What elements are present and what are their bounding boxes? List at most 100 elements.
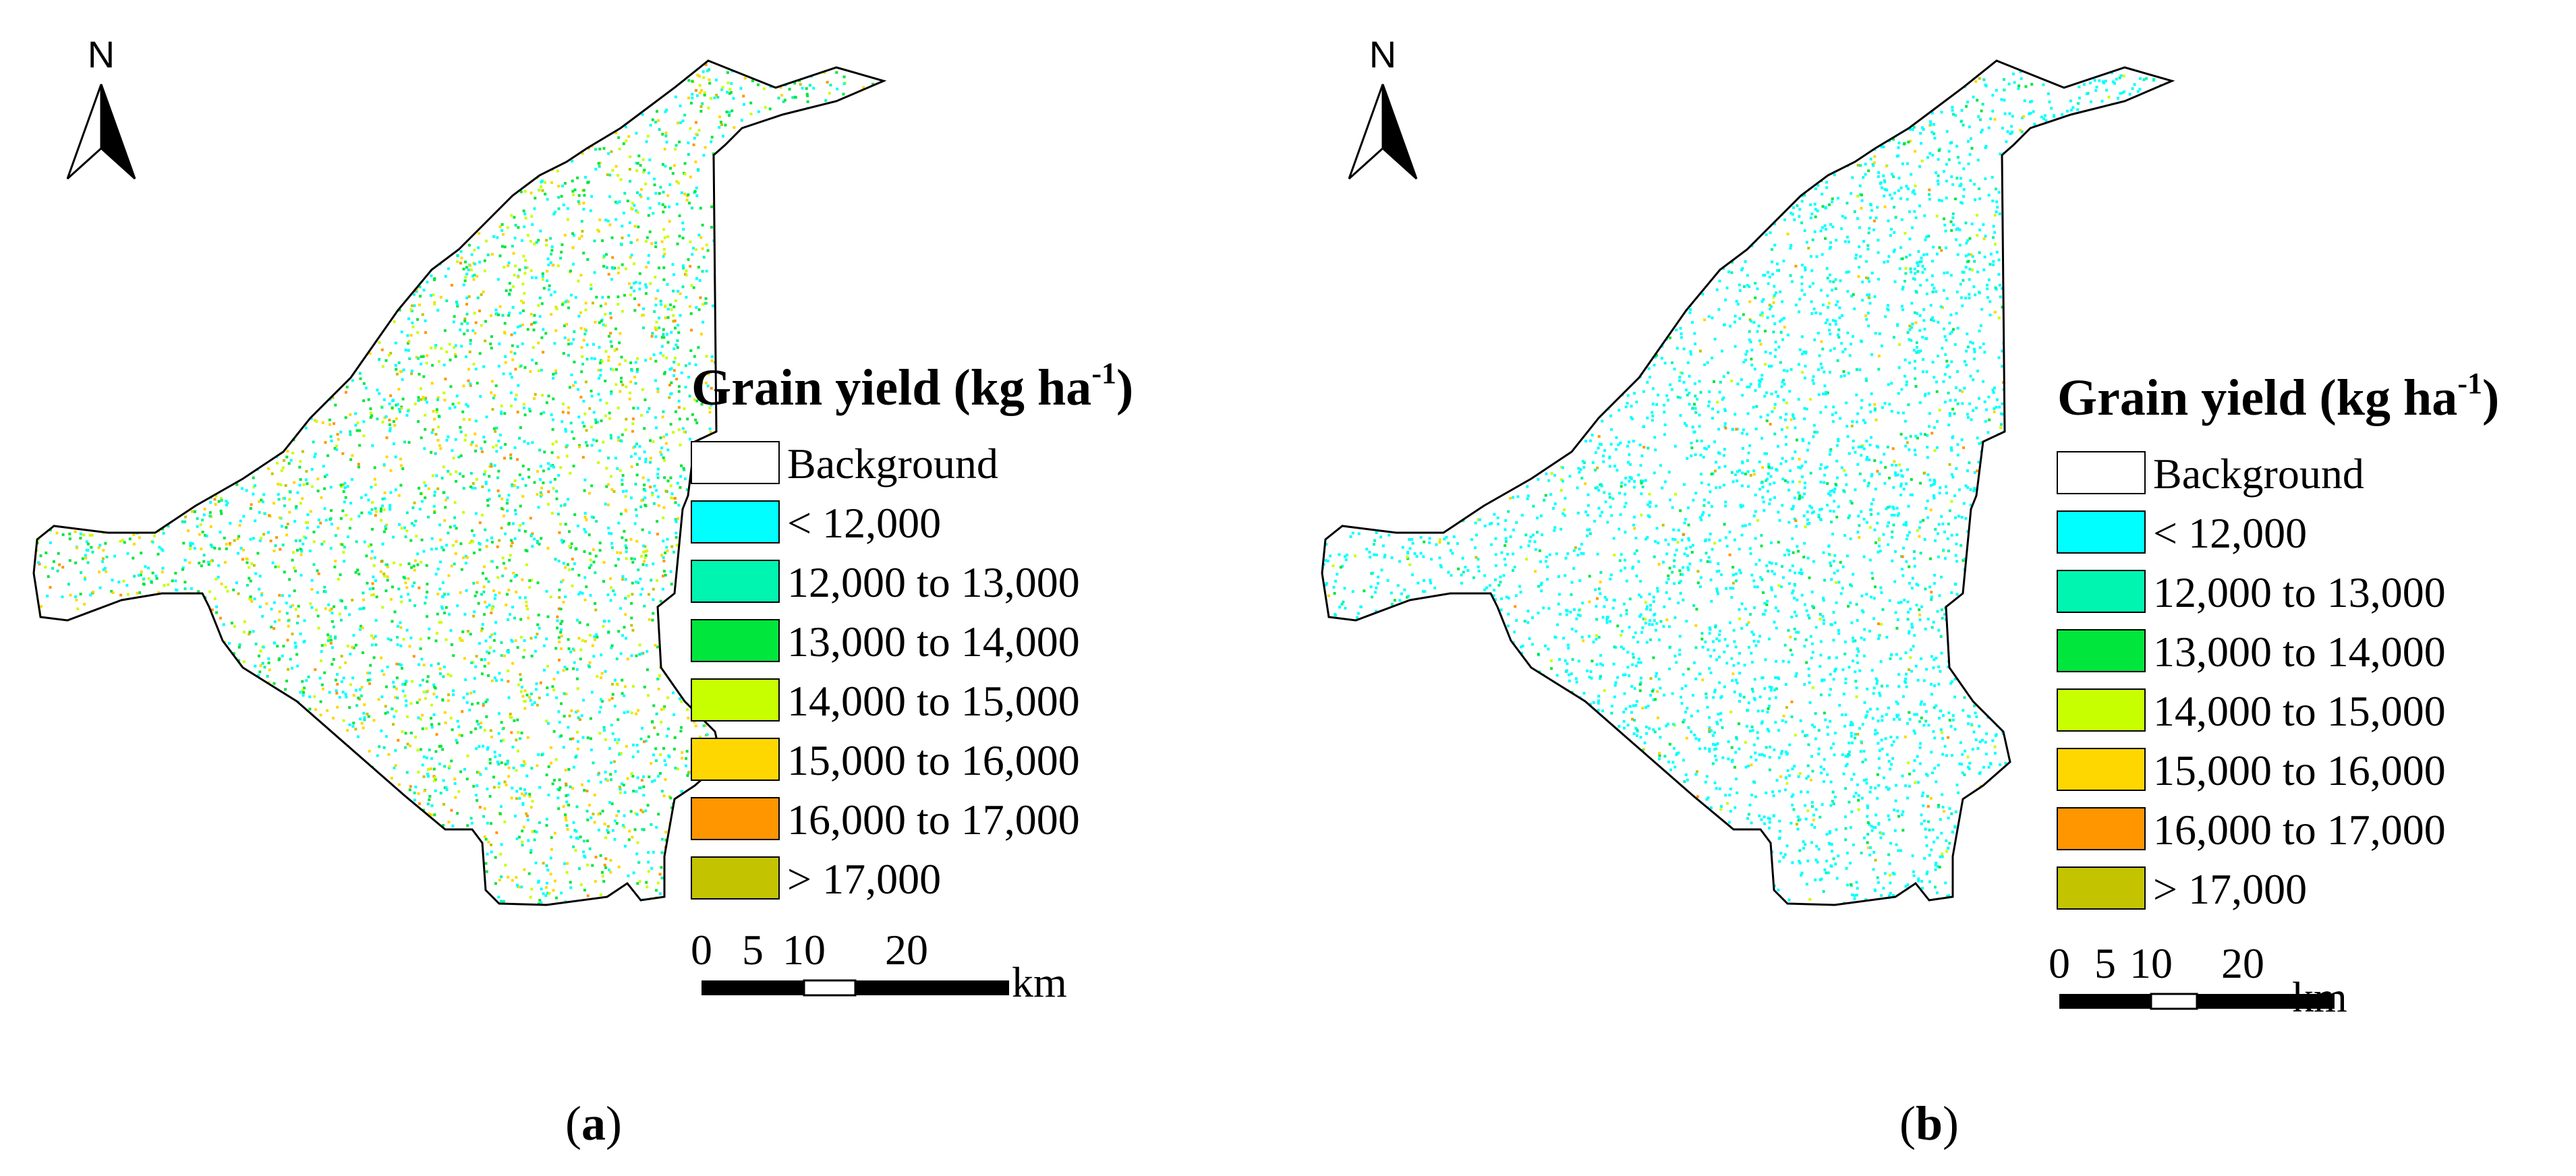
yield-pixel [220, 497, 223, 500]
yield-pixel [857, 196, 860, 199]
yield-pixel [539, 465, 542, 468]
yield-pixel [313, 455, 316, 459]
yield-pixel [185, 405, 188, 409]
yield-pixel [392, 680, 395, 684]
yield-pixel [223, 100, 226, 104]
yield-pixel [766, 789, 770, 792]
yield-pixel [125, 138, 128, 142]
yield-pixel [809, 324, 813, 328]
yield-pixel [70, 780, 74, 784]
yield-pixel [442, 802, 445, 806]
yield-pixel [822, 197, 826, 200]
yield-pixel [49, 541, 52, 544]
yield-pixel [743, 672, 747, 675]
yield-pixel [542, 67, 545, 70]
yield-pixel [242, 326, 246, 329]
yield-pixel [243, 630, 246, 634]
yield-pixel [805, 61, 809, 64]
yield-pixel [540, 185, 543, 188]
yield-pixel [88, 533, 92, 537]
yield-pixel [261, 386, 264, 389]
yield-pixel [117, 722, 121, 725]
yield-pixel [474, 487, 477, 490]
yield-pixel [363, 540, 366, 543]
yield-pixel [228, 541, 231, 545]
yield-pixel [245, 269, 248, 272]
yield-pixel [365, 177, 368, 181]
yield-pixel [412, 844, 416, 847]
yield-pixel [181, 152, 184, 156]
yield-pixel [339, 834, 343, 837]
yield-pixel [202, 460, 206, 463]
yield-pixel [641, 587, 644, 591]
yield-pixel [730, 496, 733, 499]
yield-pixel [861, 120, 864, 123]
yield-pixel [471, 152, 474, 155]
yield-pixel [142, 307, 145, 310]
yield-pixel [247, 198, 250, 201]
yield-pixel [83, 679, 86, 682]
yield-pixel [350, 852, 353, 855]
yield-pixel [223, 748, 226, 752]
yield-pixel [590, 444, 594, 447]
yield-pixel [467, 243, 471, 247]
yield-pixel [260, 755, 264, 758]
yield-pixel [635, 370, 639, 374]
yield-pixel [285, 679, 289, 682]
yield-pixel [237, 322, 241, 325]
yield-pixel [351, 320, 354, 324]
yield-pixel [397, 783, 401, 786]
yield-pixel [256, 910, 259, 912]
yield-pixel [530, 323, 533, 326]
yield-pixel [314, 140, 317, 143]
yield-pixel [547, 156, 550, 160]
yield-pixel [486, 254, 490, 257]
yield-pixel [718, 662, 722, 666]
yield-pixel [426, 615, 428, 618]
yield-pixel [329, 635, 333, 639]
yield-pixel [384, 244, 387, 247]
yield-pixel [372, 656, 376, 659]
yield-pixel [274, 332, 277, 336]
yield-pixel [577, 740, 579, 743]
yield-pixel [338, 108, 341, 111]
yield-pixel [61, 488, 64, 491]
yield-pixel [875, 247, 878, 251]
yield-pixel [214, 494, 218, 498]
yield-pixel [522, 764, 525, 767]
yield-pixel [486, 93, 489, 96]
yield-pixel [523, 413, 527, 417]
yield-pixel [830, 291, 834, 294]
yield-pixel [177, 142, 180, 146]
yield-pixel [721, 295, 724, 298]
yield-pixel [393, 320, 396, 324]
yield-pixel [385, 877, 389, 880]
yield-pixel [67, 473, 71, 477]
yield-pixel [842, 849, 846, 852]
yield-pixel [55, 333, 59, 336]
yield-pixel [777, 96, 780, 100]
yield-pixel [196, 736, 198, 739]
yield-pixel [535, 66, 538, 69]
yield-pixel [537, 614, 540, 617]
yield-pixel [554, 647, 558, 650]
yield-pixel [486, 748, 489, 751]
yield-pixel [778, 496, 781, 499]
yield-pixel [454, 875, 457, 879]
yield-pixel [790, 491, 793, 494]
yield-pixel [297, 212, 301, 215]
yield-pixel [509, 85, 513, 88]
yield-pixel [588, 804, 591, 806]
yield-pixel [416, 563, 420, 566]
yield-pixel [584, 530, 588, 533]
yield-pixel [62, 331, 65, 334]
yield-pixel [146, 94, 150, 96]
yield-pixel [127, 634, 130, 637]
yield-pixel [464, 434, 467, 437]
yield-pixel [426, 802, 430, 806]
yield-pixel [768, 227, 771, 230]
yield-pixel [55, 97, 59, 100]
yield-pixel [475, 477, 478, 481]
yield-pixel [360, 800, 363, 803]
yield-pixel [607, 620, 610, 623]
